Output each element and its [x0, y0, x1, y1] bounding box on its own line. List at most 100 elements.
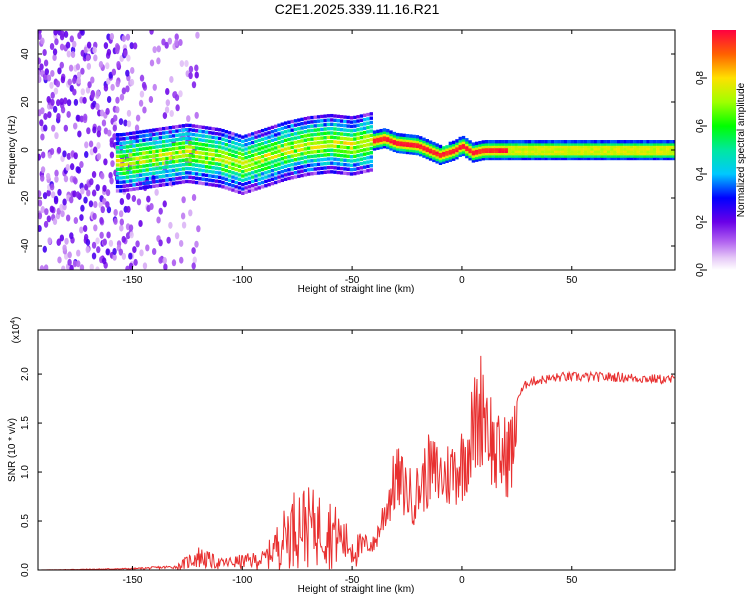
spectrogram-cell	[310, 124, 314, 128]
spectrogram-cell	[254, 135, 258, 139]
spectrogram-cell	[257, 147, 261, 151]
spectrogram-cell	[580, 147, 584, 151]
spectrogram-cell	[129, 78, 135, 86]
spectrogram-cell	[570, 154, 574, 158]
spectrogram-cell	[517, 149, 522, 153]
spectrogram-cell	[478, 155, 482, 159]
spectrogram-cell	[151, 248, 157, 256]
spectrogram-cell	[662, 144, 667, 149]
spectrogram-cell	[442, 148, 446, 152]
spectrogram-cell	[435, 145, 439, 150]
spectrogram-cell	[330, 131, 334, 135]
spectrogram-cell	[313, 141, 317, 145]
spectrogram-cell	[346, 141, 350, 146]
spectrogram-cell	[181, 145, 186, 150]
spectrogram-cell	[181, 171, 186, 175]
spectrogram-cell	[353, 124, 357, 128]
spectrogram-cell	[287, 137, 291, 142]
spectrogram-cell	[145, 172, 149, 176]
spectrogram-cell	[165, 182, 169, 187]
spectrogram-cell	[649, 149, 654, 153]
spectrogram-cell	[362, 148, 367, 152]
spectrogram-cell	[540, 154, 545, 158]
spectrogram-cell	[409, 136, 413, 141]
spectrogram-cell	[656, 142, 660, 146]
spectrogram-cell	[158, 256, 163, 264]
spectrogram-cell	[214, 175, 219, 179]
spectrogram-cell	[366, 169, 370, 173]
spectrogram-cell	[481, 145, 486, 149]
spectrogram-cell	[669, 147, 673, 151]
spectrogram-cell	[448, 153, 453, 158]
spectrogram-cell	[158, 149, 163, 153]
spectrogram-cell	[557, 142, 561, 146]
spectrogram-cell	[115, 150, 120, 154]
spectrogram-cell	[132, 174, 136, 178]
spectrogram-cell	[560, 140, 565, 144]
spectrogram-cell	[362, 165, 367, 169]
spectrogram-cell	[66, 152, 72, 160]
spectrogram-cell	[501, 142, 505, 146]
spectrogram-cell	[274, 133, 278, 137]
spectrogram-cell	[260, 146, 265, 150]
spectrogram-cell	[537, 140, 542, 144]
spectrogram-cell	[46, 215, 52, 223]
spectrogram-cell	[498, 154, 502, 158]
spectrogram-cell	[323, 136, 327, 140]
spectrogram-cell	[544, 149, 548, 153]
spectrogram-cell	[214, 170, 219, 175]
spectrogram-cell	[115, 184, 120, 189]
spectrogram-cell	[244, 147, 248, 151]
spectrogram-cell	[126, 205, 131, 213]
spectrogram-cell	[540, 149, 545, 153]
spectrogram-cell	[389, 132, 393, 137]
spectrogram-cell	[438, 161, 443, 165]
spectrogram-cell	[178, 38, 183, 46]
spectrogram-cell	[66, 110, 71, 118]
spectrogram-cell	[79, 214, 84, 222]
spectrogram-cell	[231, 166, 235, 171]
spectrogram-cell	[326, 122, 331, 127]
spectrogram-cell	[534, 156, 538, 161]
spectrogram-cell	[122, 132, 126, 137]
spectrogram-cell	[165, 178, 169, 182]
spectrogram-cell	[626, 154, 630, 158]
spectrogram-cell	[135, 139, 140, 143]
spectrogram-cell	[257, 155, 261, 160]
spectrogram-cell	[455, 141, 459, 145]
spectrogram-cell	[181, 167, 186, 171]
spectrogram-cell	[442, 153, 446, 157]
spectrogram-cell	[583, 154, 588, 158]
spectrogram-cell	[633, 144, 637, 149]
spectrogram-cell	[313, 171, 317, 176]
spectrogram-cell	[85, 86, 91, 94]
spectrogram-cell	[666, 144, 670, 149]
spectrogram-cell	[672, 140, 675, 144]
spectrogram-cell	[244, 164, 248, 168]
snr-x-label: Height of straight line (km)	[298, 584, 415, 595]
spectrogram-cell	[507, 140, 512, 144]
spectrogram-cell	[125, 162, 130, 166]
spectrogram-cell	[366, 121, 370, 125]
spectrogram-cell	[405, 150, 410, 155]
spectrogram-cell	[343, 128, 347, 132]
spectrogram-cell	[106, 231, 111, 239]
spectrogram-cell	[639, 149, 644, 153]
spectrogram-cell	[188, 171, 192, 175]
spectrogram-cell	[590, 154, 594, 158]
spectrogram-cell	[554, 149, 558, 153]
spectrogram-cell	[221, 133, 225, 137]
spectrogram-cell	[274, 146, 278, 150]
spectrogram-cell	[366, 138, 370, 143]
spectrogram-cell	[577, 154, 581, 158]
spectrogram-cell	[56, 238, 62, 246]
spectrogram-y-tick-label: 40	[20, 48, 31, 60]
spectrogram-cell	[547, 140, 551, 144]
spectrogram-cell	[669, 149, 673, 153]
spectrogram-cell	[100, 206, 105, 214]
spectrogram-cell	[386, 133, 390, 138]
spectrogram-cell	[158, 153, 163, 157]
snr-y-label: SNR (10 * v/v)	[7, 418, 18, 482]
spectrogram-cell	[115, 180, 120, 184]
